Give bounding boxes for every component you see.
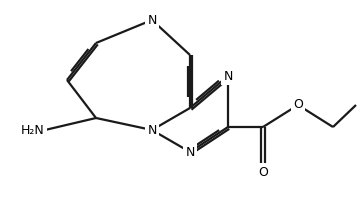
Text: O: O bbox=[258, 165, 268, 178]
Text: N: N bbox=[185, 145, 195, 159]
Text: O: O bbox=[293, 99, 303, 112]
Text: N: N bbox=[147, 123, 157, 136]
Text: H₂N: H₂N bbox=[21, 123, 45, 136]
Text: N: N bbox=[147, 13, 157, 27]
Text: N: N bbox=[223, 70, 233, 82]
